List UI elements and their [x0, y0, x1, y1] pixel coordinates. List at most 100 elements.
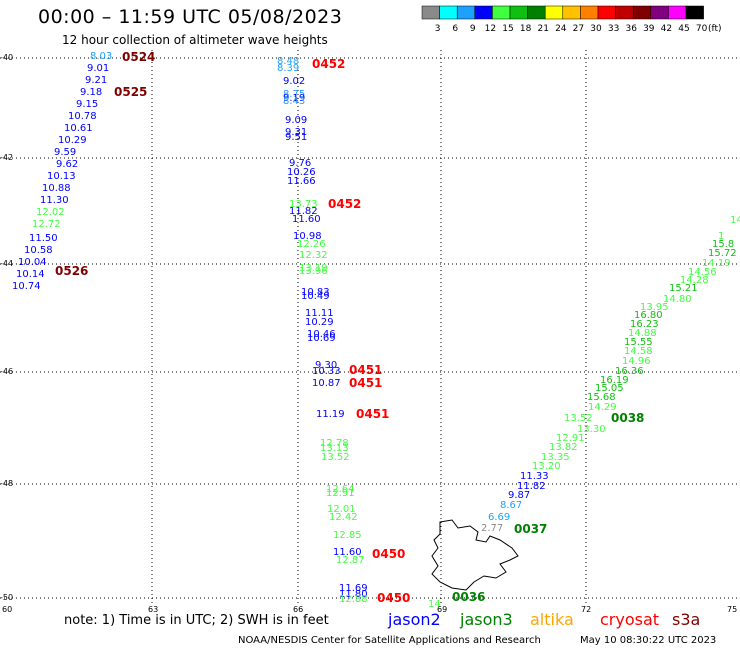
wave-height-value: 12.91 [326, 488, 355, 499]
wave-height-value: 12.85 [333, 530, 362, 541]
longitude-label: 63 [148, 605, 159, 614]
latitude-label: -44 [0, 259, 14, 268]
wave-height-value: 11.66 [287, 176, 316, 187]
longitude-label: 72 [581, 605, 592, 614]
wave-height-value: 13.20 [532, 461, 561, 472]
scale-label: 15 [502, 24, 513, 34]
wave-height-value: 8.67 [500, 500, 523, 511]
scale-unit: (ft) [708, 24, 722, 34]
wave-height-value: 10.98 [293, 231, 322, 242]
wave-height-value: 13.82 [549, 442, 578, 453]
wave-height-value: 10.87 [312, 378, 341, 389]
scale-swatch [668, 5, 687, 20]
wave-height-value: 9.18 [80, 87, 103, 98]
wave-height-value: 8.75 [283, 89, 306, 100]
scale-label: 12 [485, 24, 496, 34]
scale-swatch [615, 5, 634, 20]
wave-height-value: 14.28 [680, 275, 709, 286]
generated-timestamp: May 10 08:30:22 UTC 2023 [580, 635, 717, 646]
pass-number-label: 0526 [55, 264, 89, 278]
scale-swatch [580, 5, 599, 20]
island-coastline [431, 519, 519, 591]
scale-label: 70 [696, 24, 708, 34]
wave-height-value: 13.52 [564, 413, 593, 424]
wave-height-value: 9.19 [283, 93, 306, 104]
wave-height-value: 13.19 [299, 263, 328, 274]
wave-height-value: 11.82 [517, 481, 546, 492]
scale-swatch [439, 5, 458, 20]
latitude-label: -48 [0, 479, 14, 488]
scale-label: 27 [573, 24, 584, 34]
scale-label: 45 [678, 24, 689, 34]
scale-label: 24 [555, 24, 567, 34]
wave-height-value: 15.05 [595, 383, 624, 394]
wave-height-value: 16.80 [634, 310, 663, 321]
wave-height-value: 10.58 [24, 245, 53, 256]
wave-height-value: 10.04 [18, 257, 47, 268]
wave-height-value: 10.29 [58, 135, 87, 146]
satellite-legend-altika: altika [530, 610, 574, 629]
wave-height-value: 8.48 [277, 56, 300, 67]
wave-height-value: 10.46 [307, 329, 336, 340]
wave-height-value: 8.39 [277, 63, 300, 74]
map-subtitle: 12 hour collection of altimeter wave hei… [62, 33, 328, 47]
wave-height-value: 15.68 [587, 392, 616, 403]
wave-height-value: 9.76 [289, 158, 312, 169]
pass-number-label: 0037 [514, 522, 548, 536]
wave-height-value: 15.55 [624, 337, 653, 348]
note-text: note: 1) Time is in UTC; 2) SWH is in fe… [64, 613, 329, 628]
satellite-legend-s3a: s3a [672, 610, 701, 629]
wave-height-value: 14.56 [688, 267, 717, 278]
wave-height-value: 14 [428, 599, 441, 610]
wave-height-value: 11.69 [339, 583, 368, 594]
wave-height-value: 16.36 [615, 366, 644, 377]
wave-height-value: 11.30 [40, 195, 69, 206]
wave-height-value: 10.78 [68, 111, 97, 122]
wave-height-value: 12.72 [32, 219, 61, 230]
wave-height-value: 11.33 [520, 471, 549, 482]
wave-height-value: 11.11 [305, 308, 334, 319]
scale-swatch [597, 5, 616, 20]
kerguelen-island-outline [431, 519, 519, 591]
scale-swatch [456, 5, 476, 20]
scale-label: 42 [661, 24, 672, 34]
footer-credit: NOAA/NESDIS Center for Satellite Applica… [238, 635, 541, 646]
wave-height-value: 10.61 [64, 123, 93, 134]
latitude-label: -40 [0, 53, 14, 62]
scale-swatch [544, 5, 564, 20]
scale-swatch [527, 5, 546, 20]
scale-label: 39 [643, 24, 655, 34]
wave-height-value: 12.32 [299, 250, 328, 261]
scale-swatch [509, 5, 528, 20]
wave-height-value: 9.62 [56, 159, 79, 170]
wave-height-value: 13.30 [577, 424, 606, 435]
pass-number-label: 0036 [452, 590, 486, 604]
wave-height-value: 12.26 [297, 239, 326, 250]
wave-height-value: 13.73 [289, 199, 318, 210]
scale-label: 18 [520, 24, 532, 34]
scale-label: 30 [590, 24, 602, 34]
pass-number-label: 0450 [377, 591, 411, 605]
scale-swatch [474, 5, 493, 20]
wave-height-value: 15.8 [712, 239, 735, 250]
wave-height-value: 12.88 [339, 594, 368, 605]
wave-height-value: 13.52 [321, 452, 350, 463]
scale-swatch [632, 5, 652, 20]
scale-label: 3 [435, 24, 441, 34]
wave-height-value: 9.31 [285, 127, 308, 138]
wave-height-value: 10.88 [42, 183, 71, 194]
satellite-legend-jason3: jason3 [460, 610, 513, 629]
wave-height-value: 10.33 [312, 366, 341, 377]
pass-number-label: 0524 [122, 50, 156, 64]
longitude-label: 60 [2, 605, 13, 614]
wave-height-value: 13.13 [320, 443, 349, 454]
scale-swatch [650, 5, 669, 20]
wave-height-value: 6.69 [488, 512, 511, 523]
pass-number-label: 0452 [312, 57, 346, 71]
longitude-label: 66 [293, 605, 304, 614]
wave-height-value: 13.35 [541, 452, 570, 463]
wave-height-value: 12.42 [329, 512, 358, 523]
latitude-label: -42 [0, 153, 14, 162]
wave-height-value: 14.88 [628, 328, 657, 339]
wave-height-value: 9.09 [285, 115, 308, 126]
